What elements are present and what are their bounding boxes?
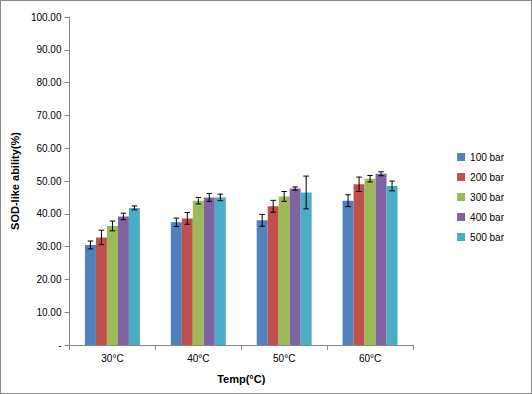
svg-text:200 bar: 200 bar <box>470 172 505 183</box>
svg-text:40.00: 40.00 <box>36 208 61 219</box>
svg-text:500 bar: 500 bar <box>470 232 505 243</box>
svg-text:-: - <box>58 340 61 351</box>
svg-text:60°C: 60°C <box>359 353 381 364</box>
svg-text:SOD-like ability(%): SOD-like ability(%) <box>9 132 21 230</box>
svg-text:100.00: 100.00 <box>31 12 62 23</box>
svg-text:70.00: 70.00 <box>36 110 61 121</box>
svg-text:30.00: 30.00 <box>36 241 61 252</box>
svg-text:20.00: 20.00 <box>36 274 61 285</box>
svg-text:50°C: 50°C <box>273 353 295 364</box>
svg-text:Temp(°C): Temp(°C) <box>217 373 266 385</box>
svg-text:400 bar: 400 bar <box>470 212 505 223</box>
svg-text:50.00: 50.00 <box>36 176 61 187</box>
svg-text:300 bar: 300 bar <box>470 192 505 203</box>
svg-text:40°C: 40°C <box>187 353 209 364</box>
svg-text:30°C: 30°C <box>101 353 123 364</box>
svg-text:80.00: 80.00 <box>36 77 61 88</box>
svg-text:90.00: 90.00 <box>36 44 61 55</box>
svg-text:10.00: 10.00 <box>36 307 61 318</box>
svg-text:60.00: 60.00 <box>36 143 61 154</box>
svg-text:100 bar: 100 bar <box>470 152 505 163</box>
